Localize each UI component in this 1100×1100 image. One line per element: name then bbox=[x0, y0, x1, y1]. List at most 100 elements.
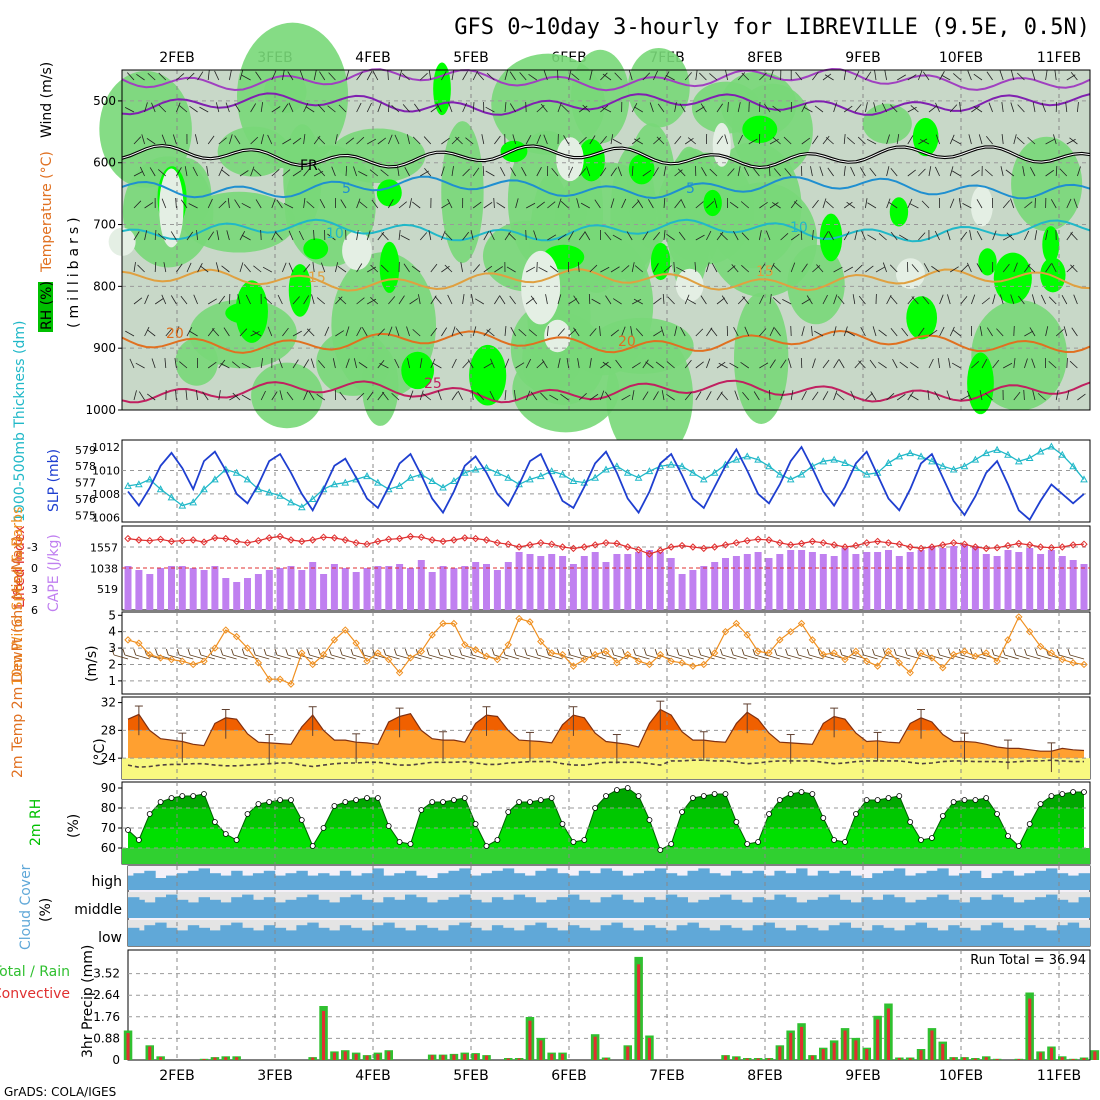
profile-wind-barb bbox=[448, 102, 453, 113]
profile-wind-barb bbox=[918, 232, 926, 241]
profile-wind-barb bbox=[223, 327, 230, 337]
profile-wind-barb bbox=[1024, 201, 1033, 209]
precip-conv-bar bbox=[322, 1010, 326, 1060]
profile-wind-barb bbox=[356, 230, 359, 241]
cloud-bar bbox=[263, 925, 276, 946]
profile-wind-barb bbox=[513, 390, 516, 401]
cloud-bar bbox=[969, 930, 982, 946]
profile-wind-barb bbox=[626, 231, 633, 241]
lifted-index-point bbox=[754, 535, 762, 544]
cloud-bar bbox=[296, 925, 308, 946]
y-tick-label: 5 bbox=[108, 608, 116, 622]
profile-wind-barb bbox=[356, 198, 361, 209]
profile-wind-barb bbox=[460, 262, 463, 273]
cloud-bar bbox=[1067, 902, 1080, 918]
profile-wind-barb bbox=[441, 327, 448, 337]
precip-conv-bar bbox=[919, 1050, 923, 1060]
profile-wind-barb bbox=[986, 135, 993, 145]
cloud-bar bbox=[448, 870, 460, 890]
cape-bar bbox=[917, 550, 925, 610]
wind10-barb-flag bbox=[937, 648, 941, 656]
profile-wind-barb bbox=[482, 165, 485, 177]
profile-wind-barb bbox=[298, 230, 304, 241]
wind10-point bbox=[319, 650, 328, 659]
profile-wind-barb bbox=[391, 392, 400, 401]
profile-wind-barb bbox=[951, 170, 962, 177]
profile-wind-barb bbox=[1055, 165, 1058, 177]
profile-wind-barb bbox=[530, 391, 538, 401]
profile-wind-barb bbox=[822, 135, 830, 145]
profile-wind-barb bbox=[557, 69, 559, 81]
y-tick-label: 70 bbox=[101, 821, 116, 835]
cloud-bar bbox=[633, 873, 645, 890]
precip-conv-bar bbox=[474, 1053, 478, 1060]
profile-wind-barb bbox=[801, 263, 808, 273]
cloud-bar bbox=[394, 899, 406, 918]
thickness-point bbox=[1047, 442, 1056, 450]
profile-wind-barb bbox=[144, 230, 148, 241]
profile-wind-barb bbox=[571, 73, 580, 81]
wind10-point bbox=[211, 644, 219, 652]
profile-wind-barb bbox=[486, 72, 495, 81]
profile-wind-barb bbox=[345, 165, 348, 177]
precip-conv-bar bbox=[908, 1058, 912, 1060]
rh2m-point bbox=[798, 789, 805, 795]
profile-wind-barb bbox=[170, 231, 177, 241]
profile-wind-barb bbox=[414, 103, 421, 113]
wind10-point bbox=[754, 647, 762, 656]
profile-wind-barb bbox=[292, 330, 302, 337]
rh2m-point bbox=[201, 791, 207, 797]
cape-bar bbox=[385, 566, 393, 610]
footer-credit: GrADS: COLA/IGES bbox=[4, 1085, 116, 1099]
profile-wind-barb bbox=[812, 71, 819, 81]
rh2m-point bbox=[1070, 789, 1076, 795]
wind10-barb bbox=[1004, 654, 1019, 660]
profile-wind-barb bbox=[637, 199, 644, 209]
profile-wind-barb bbox=[935, 102, 940, 113]
lifted-index-point bbox=[1004, 541, 1012, 550]
profile-wind-barb bbox=[494, 266, 503, 273]
profile-wind-barb bbox=[133, 297, 143, 305]
cloud-bar bbox=[568, 875, 580, 890]
profile-wind-barb bbox=[508, 232, 516, 241]
isotherm-line bbox=[121, 175, 1091, 200]
rh2m-point bbox=[418, 807, 425, 813]
lifted-index-point bbox=[276, 532, 284, 541]
profile-wind-barb bbox=[176, 73, 185, 81]
profile-wind-barb bbox=[833, 326, 837, 337]
wind10-barb bbox=[1059, 654, 1074, 660]
wind10-barb bbox=[820, 654, 835, 660]
profile-wind-barb bbox=[419, 72, 428, 81]
profile-wind-barb bbox=[737, 166, 741, 177]
profile-wind-barb bbox=[962, 203, 972, 209]
profile-wind-barb bbox=[279, 390, 283, 401]
profile-wind-barb bbox=[471, 294, 474, 305]
profile-wind-barb bbox=[283, 203, 294, 209]
profile-wind-barb bbox=[1005, 169, 1015, 177]
profile-wind-barb bbox=[1024, 263, 1031, 273]
profile-wind-barb bbox=[335, 296, 343, 305]
rh2m-point bbox=[168, 795, 175, 801]
profile-wind-barb bbox=[633, 298, 643, 305]
profile-wind-barb bbox=[706, 358, 711, 369]
cape-bar bbox=[906, 552, 914, 610]
profile-wind-barb bbox=[525, 135, 532, 145]
profile-wind-barb bbox=[245, 294, 251, 305]
cloud-bar bbox=[481, 930, 493, 946]
profile-wind-barb bbox=[810, 166, 813, 177]
thickness-point bbox=[906, 449, 915, 457]
cape-tick-label: 519 bbox=[97, 583, 118, 596]
wind10-barb-flag bbox=[383, 648, 387, 656]
cape-bar bbox=[830, 556, 838, 610]
profile-wind-barb bbox=[850, 166, 856, 177]
thickness-point bbox=[254, 485, 263, 493]
cloud-bar bbox=[644, 925, 656, 946]
profile-wind-barb bbox=[510, 327, 516, 337]
profile-wind-barb bbox=[1027, 136, 1036, 145]
rh2m-point bbox=[1059, 791, 1066, 797]
isotherm-label-25: 25 bbox=[424, 376, 442, 392]
profile-wind-barb bbox=[188, 330, 198, 337]
wind10-barb-flag bbox=[285, 648, 289, 656]
cape-bar bbox=[711, 562, 719, 610]
cloud-bar bbox=[665, 930, 678, 946]
